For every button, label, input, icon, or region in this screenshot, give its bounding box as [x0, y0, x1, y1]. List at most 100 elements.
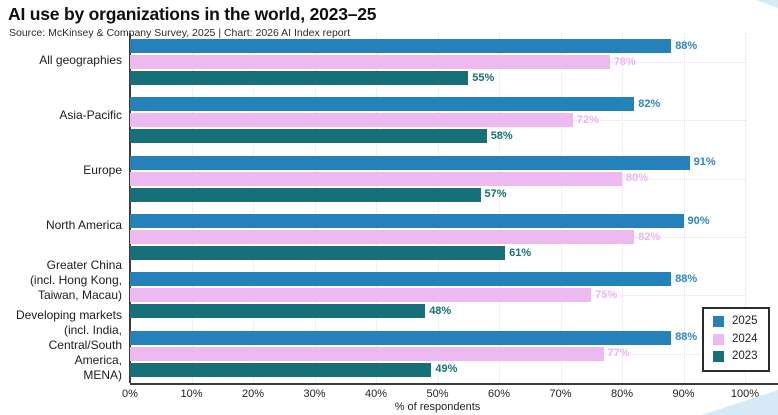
bar-row-2023: 49%: [130, 362, 745, 377]
bar-value-label: 88%: [675, 331, 698, 344]
legend-label: 2023: [732, 350, 758, 362]
bar-group: 82% 72% 58%: [130, 91, 745, 149]
bar-row-2023: 58%: [130, 129, 745, 144]
bar-value-label: 75%: [595, 288, 618, 301]
vertical-gridline: [191, 33, 193, 383]
vertical-gridline: [499, 33, 500, 383]
x-tick-label: 0%: [122, 388, 138, 400]
vertical-gridline: [437, 33, 439, 383]
bar-value-label: 49%: [435, 363, 458, 376]
legend-swatch: [713, 351, 724, 363]
bar-row-2024: 77%: [130, 346, 745, 361]
bar-value-label: 91%: [693, 156, 716, 169]
bar-value-label: 88%: [675, 39, 698, 52]
bar-row-2025: 88%: [130, 272, 745, 287]
x-tick-label: 20%: [241, 388, 265, 400]
bar-row-2023: 57%: [130, 187, 745, 202]
category-label: Europe: [83, 163, 122, 177]
legend-label: 2024: [732, 332, 758, 345]
bar-2025: [130, 272, 672, 287]
x-tick-label: 70%: [549, 388, 572, 400]
bar-row-2025: 82%: [130, 97, 745, 112]
category-label: Developing markets (incl. India, Central…: [15, 308, 122, 382]
bar-row-2025: 88%: [130, 330, 745, 345]
bar-2025: [130, 330, 672, 345]
bar-2023: [130, 129, 487, 144]
legend: 2025 2024 2023: [702, 307, 770, 372]
bar-value-label: 61%: [509, 246, 532, 259]
bar-row-2023: 48%: [130, 304, 745, 319]
bar-2023: [130, 187, 481, 202]
chart-source-note: Source: McKinsey & Company Survey, 2025 …: [9, 27, 351, 39]
y-axis-category-labels: All geographies Asia-Pacific Europe North A…: [0, 33, 122, 383]
bar-value-label: 82%: [638, 97, 661, 110]
x-tick-label: 30%: [303, 388, 326, 400]
bar-value-label: 55%: [472, 71, 495, 84]
vertical-gridline: [253, 33, 254, 383]
bar-row-2025: 88%: [130, 39, 745, 54]
legend-swatch: [713, 316, 724, 328]
bar-group: 90% 82% 61%: [130, 208, 745, 266]
vertical-gridline: [745, 33, 746, 383]
x-tick-label: 90%: [672, 388, 695, 400]
category-label: Greater China (incl. Hong Kong, Taiwan, …: [29, 258, 122, 302]
bar-2024: [130, 346, 604, 361]
bar-value-label: 58%: [490, 129, 513, 142]
bar-2023: [130, 304, 426, 319]
legend-item-2025: 2025: [713, 315, 758, 328]
bar-2024: [130, 171, 622, 186]
x-axis-line: [130, 383, 778, 385]
x-axis-label: % of respondents: [394, 401, 481, 413]
legend-label: 2025: [732, 315, 758, 327]
x-tick-label: 60%: [487, 388, 511, 400]
bar-2025: [130, 214, 684, 229]
bar-value-label: 48%: [429, 304, 452, 317]
vertical-gridline: [560, 33, 562, 383]
bar-2024: [130, 230, 635, 245]
bar-group: 88% 75% 48%: [130, 266, 745, 324]
x-tick-label: 80%: [610, 388, 634, 400]
bar-value-label: 90%: [687, 214, 710, 227]
bar-2024: [130, 288, 592, 303]
legend-item-2024: 2024: [713, 332, 758, 346]
bar-2025: [130, 39, 672, 54]
vertical-gridline: [622, 33, 623, 383]
category-label: North America: [45, 218, 122, 232]
x-axis-ticks: 0% 10% 20% 30% 40% 50% 60% 70% 80% 90% 100%: [122, 388, 759, 402]
bar-value-label: 57%: [484, 188, 507, 201]
x-tick-label: 40%: [364, 388, 388, 400]
bar-2024: [130, 113, 573, 128]
bar-group: 88% 77% 49%: [130, 325, 745, 383]
bar-row-2025: 90%: [130, 214, 745, 229]
bar-value-label: 78%: [613, 55, 636, 68]
bar-value-label: 88%: [675, 272, 698, 285]
bar-2025: [130, 97, 635, 112]
bar-row-2024: 82%: [130, 230, 745, 245]
bar-value-label: 80%: [626, 172, 649, 185]
vertical-gridline: [314, 33, 316, 383]
bar-row-2024: 75%: [130, 288, 745, 303]
bar-row-2024: 80%: [130, 171, 745, 186]
x-tick-label: 50%: [426, 388, 449, 400]
bar-row-2023: 61%: [130, 246, 745, 261]
corner-decoration-top-right: [756, 0, 778, 8]
legend-item-2023: 2023: [713, 350, 758, 363]
vertical-gridline: [683, 33, 685, 383]
bar-row-2024: 78%: [130, 55, 745, 70]
bar-row-2025: 91%: [130, 155, 745, 170]
bar-row-2024: 72%: [130, 113, 745, 128]
bar-2023: [130, 246, 506, 261]
category-label: Asia-Pacific: [59, 108, 122, 122]
bar-2024: [130, 55, 610, 70]
legend-swatch: [713, 333, 724, 345]
category-label: All geographies: [39, 53, 122, 67]
bar-2025: [130, 155, 690, 170]
chart-title: AI use by organizations in the world, 20…: [8, 4, 377, 24]
bar-value-label: 72%: [576, 113, 599, 126]
x-tick-label: 100%: [730, 388, 760, 400]
bar-group: 88% 78% 55%: [130, 33, 745, 91]
x-tick-label: 10%: [180, 388, 203, 400]
bar-value-label: 77%: [607, 347, 630, 360]
bar-row-2023: 55%: [130, 71, 745, 86]
bar-value-label: 82%: [638, 230, 661, 243]
